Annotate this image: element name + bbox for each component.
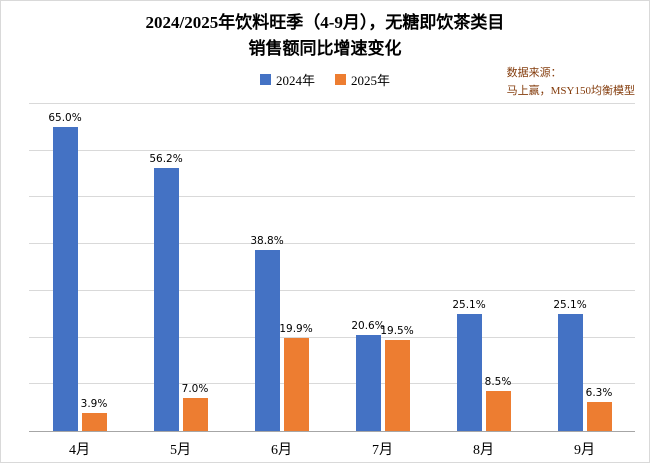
bar-value-label: 65.0% [48, 112, 82, 125]
bar-2025年 [182, 398, 208, 431]
bar-value-label: 19.9% [279, 323, 313, 336]
gridline [29, 103, 635, 104]
bar-wrap: 65.0% [48, 104, 82, 431]
bar-wrap: 20.6% [351, 104, 385, 431]
bar-wrap: 38.8% [250, 104, 284, 431]
bar-2025年 [384, 339, 410, 431]
bar-groups: 65.0% 3.9% 56.2% 7.0% 38.8% 19.9% 20.6% 19.5% 25… [29, 104, 635, 431]
x-tick-label: 5月 [170, 443, 191, 458]
bar-2024年 [355, 334, 381, 431]
bar-value-label: 7.0% [181, 383, 209, 396]
x-tick-label: 4月 [69, 443, 90, 458]
bar-value-label: 8.5% [484, 376, 512, 389]
bar-value-label: 25.1% [553, 298, 587, 311]
bar-2025年 [485, 391, 511, 431]
x-tick-label: 6月 [271, 443, 292, 458]
bar-value-label: 20.6% [351, 319, 385, 332]
bar-group: 56.2% 7.0% [130, 104, 231, 431]
bar-group: 20.6% 19.5% [332, 104, 433, 431]
bar-2024年 [254, 249, 280, 431]
legend-item-2024: 2024年 [259, 70, 315, 89]
bar-wrap: 19.5% [380, 104, 414, 431]
gridline [29, 196, 635, 198]
x-tick-label: 8月 [473, 443, 494, 458]
bar-group: 38.8% 19.9% [231, 104, 332, 431]
data-source-note-line2: 马上赢，MSY150均衡模型 [506, 85, 635, 98]
gridline [29, 383, 635, 385]
bar-wrap: 19.9% [279, 104, 313, 431]
bar-2025年 [586, 401, 612, 431]
bar-value-label: 6.3% [585, 386, 613, 399]
bar-group: 65.0% 3.9% [29, 104, 130, 431]
data-source-note-line1: 数据来源： [506, 67, 562, 79]
bar-wrap: 8.5% [484, 104, 512, 431]
bar-2025年 [81, 412, 107, 431]
plot-area: 65.0% 3.9% 56.2% 7.0% 38.8% 19.9% 20.6% 19.5% 25… [29, 103, 635, 431]
gridline [29, 289, 635, 291]
bar-wrap: 25.1% [553, 104, 587, 431]
bar-wrap: 56.2% [149, 104, 183, 431]
gridline [29, 243, 635, 245]
x-axis: 4月 5月 6月 7月 8月 9月 [29, 431, 635, 462]
bar-wrap: 7.0% [181, 104, 209, 431]
legend-swatch-2025 [335, 73, 346, 85]
bar-value-label: 25.1% [452, 298, 486, 311]
bar-group: 25.1% 8.5% [433, 104, 534, 431]
legend-item-2025: 2025年 [335, 70, 390, 89]
x-tick-label: 7月 [372, 443, 393, 458]
chart-title-line2: 销售额同比增速变化 [248, 39, 402, 59]
bar-2024年 [557, 313, 583, 431]
bar-2025年 [283, 338, 309, 431]
data-source-note: 数据来源： 马上赢，MSY150均衡模型 [507, 64, 635, 100]
bar-2024年 [456, 313, 482, 431]
bar-value-label: 3.9% [80, 397, 108, 410]
bar-group: 25.1% 6.3% [534, 104, 635, 431]
legend-label-2024: 2024年 [275, 72, 315, 88]
bar-2024年 [153, 168, 179, 431]
bar-2024年 [52, 127, 78, 431]
bar-wrap: 25.1% [452, 104, 486, 431]
gridlines [29, 103, 635, 431]
bar-value-label: 19.5% [380, 324, 414, 337]
chart-title: 2024/2025年饮料旺季（4-9月），无糖即饮茶类目 销售额同比增速变化 [1, 10, 649, 63]
legend-label-2025: 2025年 [351, 72, 391, 88]
gridline [29, 149, 635, 151]
x-tick-label: 9月 [574, 443, 595, 458]
bar-value-label: 56.2% [149, 153, 183, 166]
legend-swatch-2024 [259, 73, 271, 85]
chart-title-line1: 2024/2025年饮料旺季（4-9月），无糖即饮茶类目 [145, 13, 505, 32]
gridline [29, 336, 635, 338]
chart-legend: 2024年 2025年 [1, 70, 649, 89]
bar-wrap: 3.9% [80, 104, 108, 431]
bar-wrap: 6.3% [585, 104, 613, 431]
bar-value-label: 38.8% [250, 234, 284, 247]
